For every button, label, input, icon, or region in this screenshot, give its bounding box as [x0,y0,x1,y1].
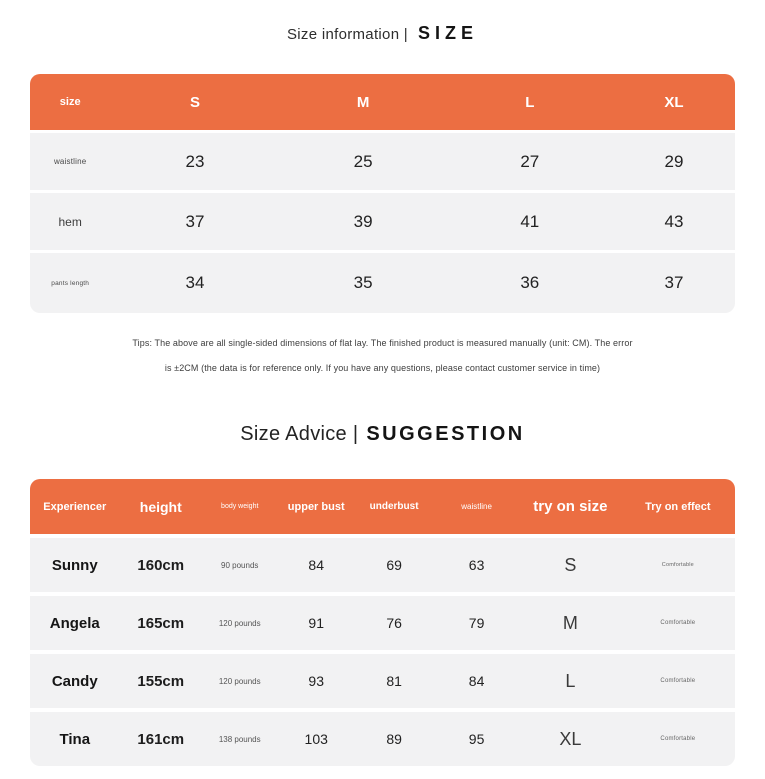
experiencer-name: Tina [59,730,91,748]
row-label-waistline: waistline [53,157,87,166]
experiencer-name: Angela [49,614,100,632]
experiencer-waistline: 84 [468,673,485,689]
suggestion-row-angela: Angela 165cm 120 pounds 91 76 79 M Comfo… [30,596,735,650]
header-body-weight: body weight [221,503,259,510]
pants-length-s-value: 34 [185,273,205,292]
experiencer-name: Candy [51,672,98,690]
experiencer-try-on-size: S [564,554,577,575]
experiencer-weight: 120 pounds [218,676,261,686]
experiencer-try-on-effect: Comfortable [660,736,696,742]
suggestion-table: Experiencer height body weight upper bus… [30,479,735,766]
experiencer-waistline: 95 [468,731,485,747]
advice-title-label: Size Advice | [240,423,359,445]
header-upper-bust: upper bust [287,500,345,513]
header-underbust: underbust [369,501,419,512]
experiencer-upper-bust: 84 [308,557,324,573]
row-label-hem: hem [58,214,82,229]
experiencer-height: 161cm [137,730,185,748]
suggestion-row-sunny: Sunny 160cm 90 pounds 84 69 63 S Comfort… [30,538,735,592]
hem-s-value: 37 [185,211,205,231]
waistline-l-value: 27 [520,151,540,171]
experiencer-try-on-effect: Comfortable [661,562,694,568]
hem-m-value: 39 [353,211,373,231]
row-label-pants-length: pants length [51,279,90,287]
header-try-on-size: try on size [533,498,608,515]
pants-length-m-value: 35 [353,273,373,292]
header-height: height [139,498,182,515]
size-table-row-hem: hem 37 39 41 43 [30,193,735,250]
size-table-header-xl: XL [664,93,684,111]
experiencer-upper-bust: 91 [308,615,324,631]
header-try-on-effect: Try on effect [645,500,711,513]
hem-xl-value: 43 [664,211,684,231]
suggestion-row-candy: Candy 155cm 120 pounds 93 81 84 L Comfor… [30,654,735,708]
experiencer-underbust: 69 [386,557,402,573]
advice-section-title: Size Advice | SUGGESTION [30,381,735,449]
experiencer-waistline: 63 [468,557,485,573]
experiencer-weight: 120 pounds [218,618,261,628]
experiencer-try-on-size: M [562,612,578,633]
hem-l-value: 41 [520,211,540,231]
experiencer-underbust: 89 [386,731,402,747]
size-table: size S M L XL waistline 23 25 27 29 hem … [30,74,735,313]
experiencer-weight: 90 pounds [221,560,259,570]
size-table-header-l: L [525,93,535,111]
pants-length-l-value: 36 [520,273,540,292]
experiencer-name: Sunny [51,556,98,574]
size-title-en: SIZE [418,23,479,43]
tips-line-2: is ±2CM (the data is for reference only.… [164,363,601,373]
suggestion-table-header: Experiencer height body weight upper bus… [30,479,735,534]
experiencer-underbust: 76 [386,615,402,631]
experiencer-waistline: 79 [468,615,485,631]
header-experiencer: Experiencer [43,500,107,513]
size-table-header-label: size [59,96,81,108]
size-table-row-waistline: waistline 23 25 27 29 [30,133,735,190]
experiencer-try-on-size: XL [559,728,582,749]
measurement-tips: Tips: The above are all single-sided dim… [30,331,735,381]
waistline-m-value: 25 [353,151,373,171]
experiencer-height: 155cm [137,672,185,690]
header-waistline: waistline [461,502,492,511]
size-table-header-s: S [189,93,200,111]
size-title-label: Size information | [286,26,408,43]
waistline-s-value: 23 [185,151,205,171]
experiencer-try-on-effect: Comfortable [660,620,696,626]
size-table-row-pants-length: pants length 34 35 36 37 [30,253,735,313]
size-table-header: size S M L XL [30,74,735,130]
experiencer-upper-bust: 93 [308,673,324,689]
experiencer-upper-bust: 103 [304,731,328,747]
tips-line-1: Tips: The above are all single-sided dim… [132,338,633,348]
experiencer-try-on-effect: Comfortable [660,678,696,684]
pants-length-xl-value: 37 [664,273,684,292]
experiencer-weight: 138 pounds [218,734,261,744]
suggestion-row-tina: Tina 161cm 138 pounds 103 89 95 XL Comfo… [30,712,735,766]
experiencer-try-on-size: L [565,670,576,691]
size-table-header-m: M [356,93,370,111]
waistline-xl-value: 29 [664,151,684,171]
size-section-title: Size information | SIZE [30,0,735,47]
experiencer-underbust: 81 [386,673,402,689]
advice-title-en: SUGGESTION [366,423,525,445]
experiencer-height: 165cm [137,614,185,632]
experiencer-height: 160cm [137,556,185,574]
